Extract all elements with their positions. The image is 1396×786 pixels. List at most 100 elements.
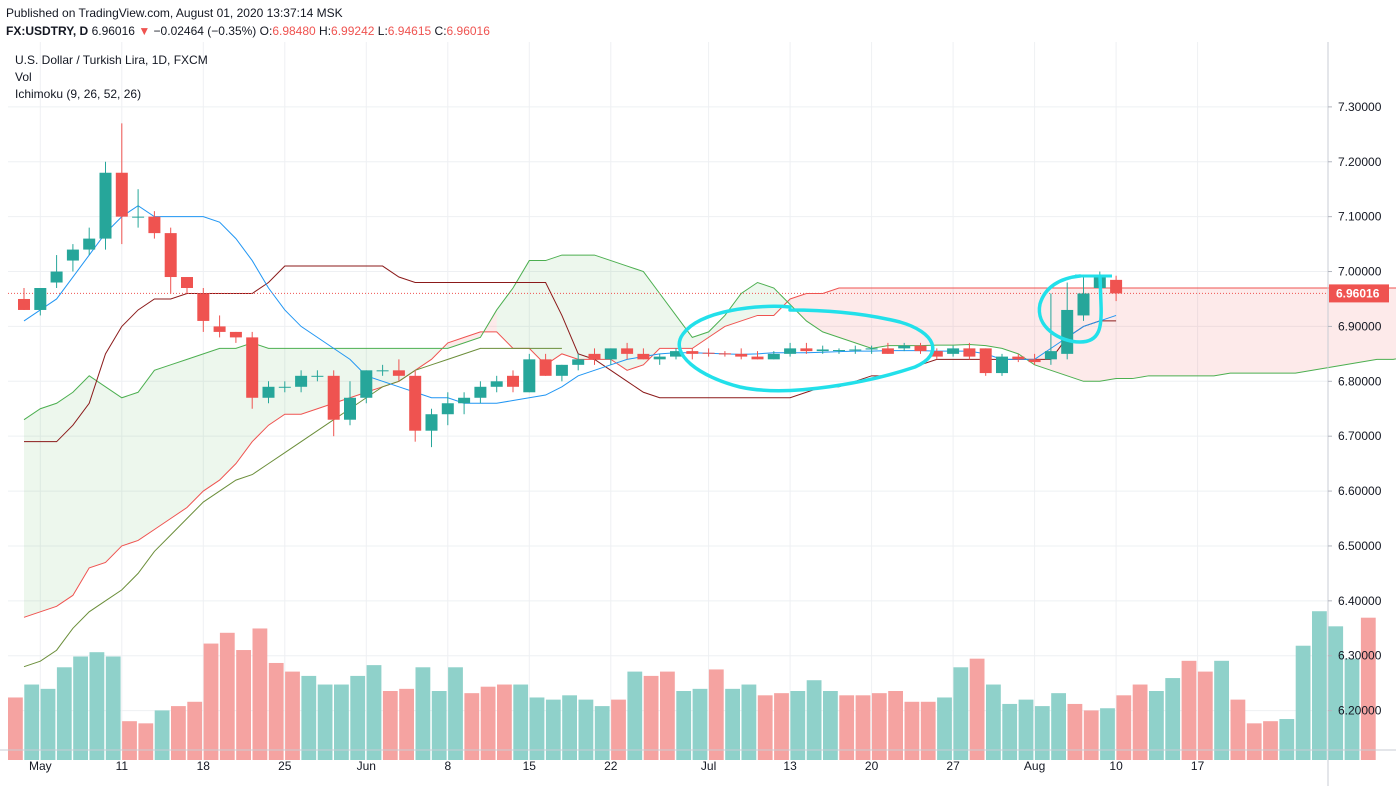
volume-bar [24, 684, 40, 760]
volume-bar [1067, 703, 1083, 760]
price-tick-label: 6.70000 [1338, 429, 1382, 443]
candle-body [246, 337, 259, 398]
candle-body [213, 326, 226, 332]
volume-bar [937, 697, 952, 760]
volume-bar [1263, 721, 1278, 760]
candle-body [18, 298, 30, 310]
volume-bar [1100, 708, 1115, 760]
candle-body [735, 353, 748, 357]
candle-body [262, 386, 275, 398]
volume-bar [692, 688, 708, 760]
volume-bar [1181, 660, 1197, 760]
price-chart[interactable]: 7.30000 7.20000 7.10000 7.00000 6.90000 6.800… [0, 42, 1396, 786]
high-label: H: [319, 24, 332, 38]
time-tick-label: 20 [865, 759, 879, 773]
volume-bars [8, 611, 1376, 760]
time-tick-label: Aug [1024, 759, 1045, 773]
candle-body [930, 351, 943, 357]
volume-bar [317, 684, 333, 760]
candle-body [947, 348, 960, 354]
volume-bar [757, 695, 773, 760]
volume-bar [676, 691, 692, 760]
candle-body [327, 375, 340, 420]
high-value: 6.99242 [331, 24, 375, 38]
volume-bar [252, 628, 268, 760]
volume-bar [89, 652, 105, 760]
price-tick-label: 7.20000 [1338, 155, 1382, 169]
volume-bar [138, 723, 154, 760]
price-tick-label: 7.30000 [1338, 100, 1382, 114]
volume-bar [1214, 660, 1229, 760]
price-tick-label: 6.20000 [1338, 704, 1382, 718]
price-tick-label: 6.60000 [1338, 484, 1382, 498]
volume-bar [725, 688, 740, 760]
volume-bar [1149, 691, 1164, 760]
down-arrow-icon: ▼ [138, 24, 151, 38]
volume-bar [203, 643, 219, 760]
volume-bar [920, 701, 936, 760]
volume-bar [660, 671, 675, 760]
candle-body [833, 350, 845, 352]
volume-bar [1312, 611, 1327, 760]
volume-bar [1197, 671, 1213, 760]
legend-vol: Vol [15, 70, 32, 84]
volume-bar [464, 693, 480, 760]
price-tag [1329, 284, 1389, 303]
volume-bar [839, 695, 855, 760]
candle-body [376, 370, 389, 372]
candle-body [963, 348, 976, 357]
cloud-bullish [496, 255, 791, 371]
candle-body [132, 216, 145, 218]
volume-bar [953, 667, 969, 760]
candle-body [278, 386, 291, 388]
time-axis[interactable]: May 11 18 25 Jun 8 15 22 Jul 13 20 27 Aug 10 17 [29, 759, 1205, 773]
candle-body [197, 293, 210, 321]
volume-bar [513, 684, 529, 760]
candle-body [670, 351, 682, 357]
volume-bar [268, 662, 284, 760]
candle-body [784, 348, 797, 354]
candle-body [523, 359, 536, 393]
candle-body [1012, 356, 1025, 360]
low-value: 6.94615 [387, 24, 432, 38]
time-tick-label: Jul [701, 759, 716, 773]
candle-body [360, 370, 373, 398]
candle-body [409, 375, 422, 431]
cloud-bearish [447, 309, 497, 349]
volume-bar [545, 699, 561, 760]
volume-bar [122, 721, 137, 760]
candle-body [555, 364, 568, 376]
price-tag-label: 6.96016 [1336, 286, 1380, 300]
close-value: 6.96016 [446, 24, 490, 38]
candle-body [148, 216, 161, 234]
volume-bar [366, 665, 382, 760]
candle-body [767, 353, 780, 360]
volume-bar [1051, 693, 1066, 760]
volume-bar [594, 706, 610, 760]
candle-body [1044, 351, 1057, 360]
last-price: 6.96016 [91, 24, 135, 38]
time-tick-label: 17 [1191, 759, 1205, 773]
volume-bar [105, 656, 121, 760]
volume-bar [643, 675, 659, 760]
volume-bar [708, 669, 724, 760]
candle-body [588, 353, 601, 360]
volume-bar [855, 695, 871, 760]
candles [18, 123, 1123, 448]
volume-bar [171, 706, 186, 760]
legend-ichimoku: Ichimoku (9, 26, 52, 26) [15, 87, 141, 101]
volume-bar [40, 688, 56, 760]
senkou-span-b-line [23, 287, 1396, 618]
candle-body [425, 414, 438, 431]
low-label: L: [377, 24, 388, 38]
ohlc-line: FX:USDTRY, D 6.96016 ▼ −0.02464 (−0.35%)… [6, 22, 490, 40]
candle-body [751, 356, 764, 360]
candle-body [881, 348, 894, 354]
price-axis[interactable]: 7.30000 7.20000 7.10000 7.00000 6.90000 6.800… [1328, 100, 1389, 718]
volume-bar [1034, 706, 1050, 760]
volume-bar [1002, 703, 1018, 760]
candle-body [718, 353, 731, 355]
volume-bar [562, 695, 577, 760]
volume-bar [969, 658, 985, 760]
price-tick-label: 6.40000 [1338, 594, 1382, 608]
